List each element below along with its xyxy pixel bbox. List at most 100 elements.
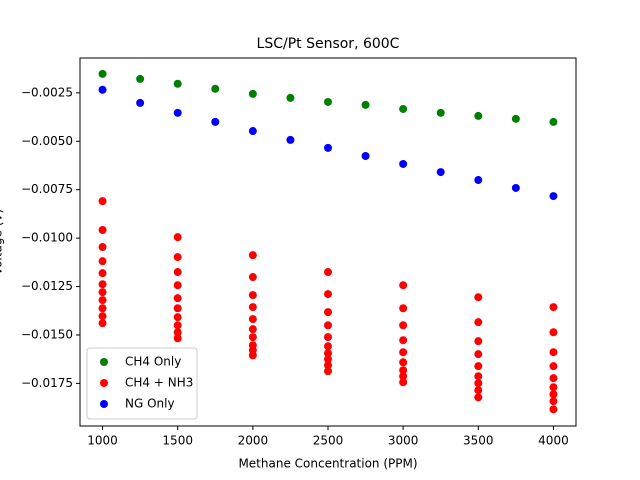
point [248,89,257,98]
point [324,342,332,351]
point [286,93,295,102]
point [474,293,483,302]
point [248,303,257,312]
point [136,74,145,83]
point [436,108,445,117]
point [399,159,408,168]
point [98,225,107,234]
point [98,288,107,297]
point [173,321,182,330]
point [549,328,558,337]
point [324,268,332,277]
point [98,280,107,289]
point [248,351,257,360]
axes-frame [79,57,577,427]
point [361,100,370,109]
point [324,290,332,299]
point [98,85,107,94]
x-tick-label: 2500 [313,434,344,448]
x-tick-label: 4000 [538,434,569,448]
point [173,281,182,290]
point [474,337,483,346]
legend-label: CH4 + NH3 [125,376,193,390]
point [549,383,558,392]
chart-title: LSC/Pt Sensor, 600C [257,36,400,52]
point [361,152,370,161]
point [549,397,558,406]
point [474,386,483,395]
point [173,79,182,88]
y-tick-label: −0.0175 [21,376,73,390]
y-tick-label: −0.0025 [21,85,73,99]
point [399,366,408,375]
y-axis-label: Voltage (V) [0,209,5,275]
point [98,243,107,252]
point [324,349,332,358]
point [98,197,107,206]
point [511,183,520,192]
point [399,358,408,367]
point [98,296,107,305]
point [474,350,483,359]
point [248,251,257,260]
point [399,336,408,345]
point [136,98,145,107]
point [399,281,408,290]
point [173,108,182,117]
legend-marker [100,400,108,408]
point [399,372,408,381]
point [324,143,332,152]
point [399,321,408,330]
point [549,362,558,371]
point [549,374,558,383]
point [173,268,182,277]
point [474,176,483,185]
point [549,303,558,312]
point [98,319,107,328]
point [474,318,483,327]
point [549,405,558,414]
point [399,378,408,387]
point [173,328,182,337]
y-tick-label: −0.0100 [21,231,73,245]
point [98,312,107,321]
point [474,111,483,120]
point [248,315,257,324]
point [324,97,332,106]
y-tick-label: −0.0125 [21,279,73,293]
point [549,117,558,126]
point [324,308,332,317]
point [173,334,182,343]
x-tick-label: 1500 [162,434,193,448]
point [211,117,220,126]
x-tick-label: 1000 [87,434,118,448]
x-tick-label: 3500 [463,434,494,448]
point [324,361,332,370]
point [511,114,520,123]
legend-marker [100,379,108,387]
legend-label: CH4 Only [125,355,181,369]
x-tick-label: 2000 [238,434,269,448]
point [324,321,332,330]
x-axis-label: Methane Concentration (PPM) [238,457,417,471]
point [98,69,107,78]
point [248,333,257,342]
point [474,393,483,402]
point [474,372,483,381]
point [173,294,182,303]
point [399,304,408,313]
point [436,168,445,177]
point [98,257,107,266]
point [211,84,220,93]
y-tick-label: −0.0075 [21,182,73,196]
point [248,325,257,334]
point [549,390,558,399]
point [98,269,107,278]
point [248,273,257,282]
point [248,291,257,300]
point [399,104,408,113]
point [399,348,408,357]
point [474,362,483,371]
point [248,127,257,136]
